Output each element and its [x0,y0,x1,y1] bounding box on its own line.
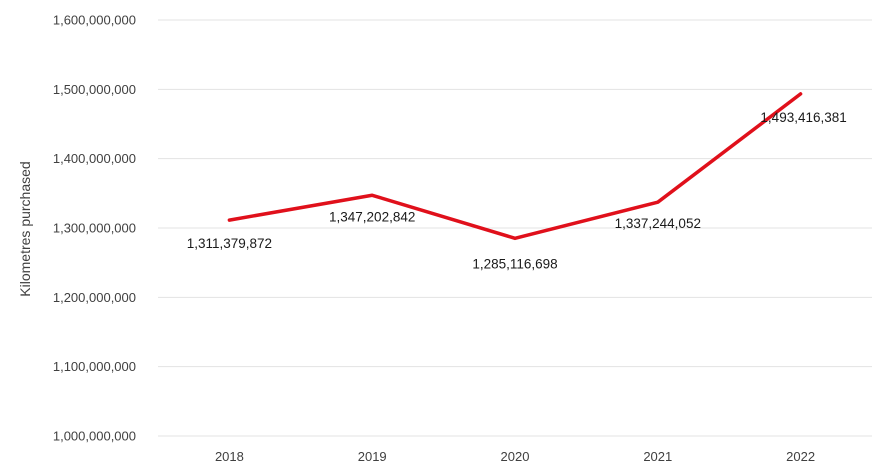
y-tick-label: 1,400,000,000 [53,151,136,166]
data-labels: 1,311,379,872 1,347,202,842 1,285,116,698 1… [187,110,847,271]
x-tick-label: 2019 [358,449,387,464]
x-tick-label: 2018 [215,449,244,464]
series-layer [227,92,803,241]
y-axis-tick-labels: 1,000,000,000 1,100,000,000 1,200,000,000 1… [53,13,136,444]
y-tick-label: 1,000,000,000 [53,429,136,444]
y-axis-title: Kilometres purchased [17,161,33,296]
data-label: 1,285,116,698 [472,256,557,271]
data-label: 1,311,379,872 [187,236,272,251]
x-axis-tick-labels: 2018 2019 2020 2021 2022 [215,449,815,464]
x-tick-label: 2021 [643,449,672,464]
y-tick-label: 1,100,000,000 [53,359,136,374]
gridlines [158,19,872,437]
series-line [227,92,803,241]
data-label: 1,347,202,842 [329,209,415,224]
y-tick-label: 1,600,000,000 [53,13,136,28]
y-tick-label: 1,200,000,000 [53,290,136,305]
y-tick-label: 1,500,000,000 [53,82,136,97]
x-tick-label: 2020 [501,449,530,464]
data-label: 1,337,244,052 [615,216,701,231]
x-tick-label: 2022 [786,449,815,464]
y-tick-label: 1,300,000,000 [53,221,136,236]
data-label: 1,493,416,381 [760,110,846,125]
